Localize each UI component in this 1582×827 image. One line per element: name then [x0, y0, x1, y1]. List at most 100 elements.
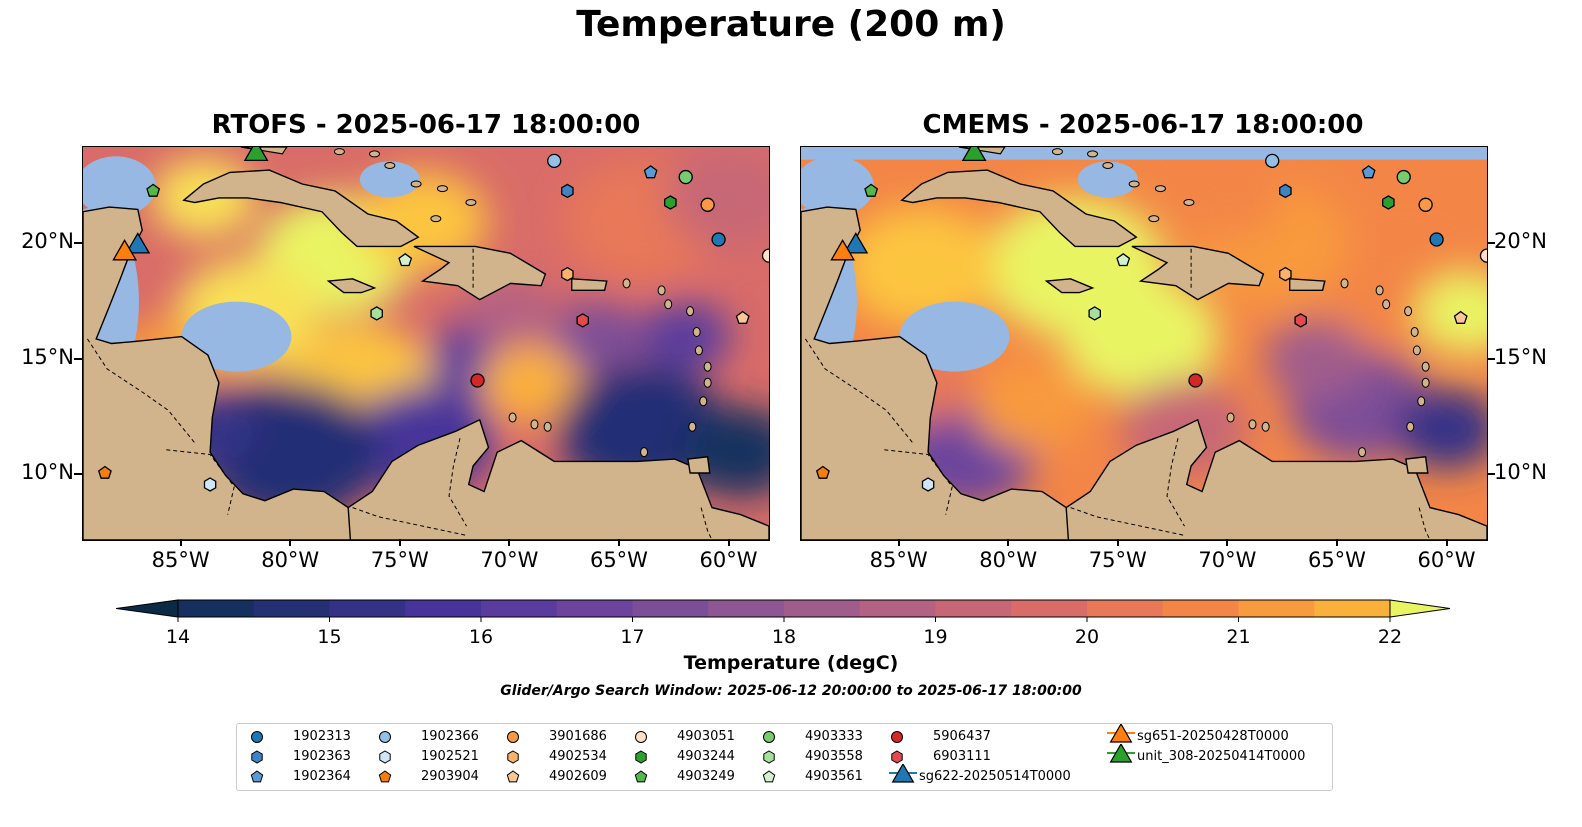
rtofs-map-panel[interactable]	[82, 146, 770, 541]
colorbar-min-extension	[116, 599, 179, 618]
legend-item-label: 4903244	[677, 749, 735, 764]
trinidad-landmass	[687, 456, 711, 474]
puerto-rico-landmass	[1289, 278, 1326, 292]
latitude-tick-mark	[1487, 242, 1495, 245]
legend-item-label: 1902364	[293, 769, 351, 784]
legend-item-label: 6903111	[933, 749, 991, 764]
cuba-landmass	[182, 169, 420, 248]
hexagon-marker-icon	[251, 750, 263, 764]
colorbar-segment	[178, 600, 255, 617]
pentagon-marker-icon	[250, 770, 264, 783]
hispaniola-landmass	[413, 245, 547, 301]
argo-marker-4903561	[398, 252, 413, 267]
pentagon-marker-icon	[762, 770, 776, 783]
colorbar-segment	[859, 600, 936, 617]
hexagon-marker-icon	[379, 750, 391, 764]
cmems-map-panel[interactable]	[800, 146, 1488, 541]
argo-marker-5906437	[1188, 373, 1203, 388]
longitude-tick-label: 75°W	[1088, 548, 1147, 572]
legend-item-label: 3901686	[549, 729, 607, 744]
colorbar-segment	[1314, 600, 1391, 617]
colorbar-segment	[1238, 600, 1315, 617]
argo-marker-1902363	[561, 183, 574, 199]
argo-marker-6903111	[576, 313, 589, 328]
bahamas-islands	[1051, 148, 1195, 223]
hexagon-marker-icon	[891, 750, 903, 764]
triangle-marker-icon	[1107, 744, 1135, 763]
bahamas-islands	[333, 148, 477, 223]
longitude-tick-label: 85°W	[869, 548, 928, 572]
hexagon-marker-icon	[763, 750, 775, 764]
argo-marker-1902313	[1429, 232, 1444, 247]
argo-marker-4903333	[1396, 169, 1411, 185]
country-borders	[86, 248, 713, 540]
colorbar-tick-label: 22	[1378, 626, 1402, 648]
legend-item-label: unit_308-20250414T0000	[1137, 749, 1306, 764]
country-borders	[804, 248, 1431, 540]
circle-marker-icon	[763, 731, 775, 743]
temperature-colorbar: 14 15 16 17 18 19 20 21 22	[116, 599, 1451, 648]
colorbar-segment	[784, 600, 861, 617]
argo-marker-4903561	[1116, 252, 1131, 267]
legend-item-label: 5906437	[933, 729, 991, 744]
latitude-tick-label: 10°N	[1494, 460, 1547, 485]
triangle-marker-icon	[1107, 724, 1135, 743]
argo-marker-5906437	[470, 373, 485, 388]
longitude-tick-label: 65°W	[1307, 548, 1366, 572]
longitude-tick-mark	[289, 539, 292, 546]
south-america-landmass	[347, 418, 769, 540]
circle-marker-icon	[379, 731, 391, 743]
glider-marker-sg622-20250514T0000	[843, 232, 869, 254]
glider-marker-unit_308-20250414T0000	[243, 147, 269, 162]
legend-item-label: 2903904	[421, 769, 479, 784]
longitude-tick-mark	[1226, 539, 1229, 546]
pentagon-marker-icon	[634, 770, 648, 783]
longitude-tick-mark	[508, 539, 511, 546]
longitude-tick-label: 75°W	[370, 548, 429, 572]
colorbar-segment	[253, 600, 330, 617]
legend-item-label: 4903051	[677, 729, 735, 744]
colorbar-label: Temperature (degC)	[683, 652, 899, 674]
longitude-tick-label: 60°W	[699, 548, 758, 572]
glider-marker-sg651-20250428T0000	[830, 238, 856, 261]
hexagon-marker-icon	[635, 750, 647, 764]
latitude-tick-mark	[74, 242, 82, 245]
legend-item-label: 1902363	[293, 749, 351, 764]
argo-marker-4902534	[1279, 266, 1292, 282]
pentagon-marker-icon	[506, 770, 520, 783]
search-window-note: Glider/Argo Search Window: 2025-06-12 20…	[500, 683, 1082, 699]
cmems-domain-boundary-band	[801, 147, 1487, 160]
argo-marker-1902313	[711, 232, 726, 247]
colorbar-segment	[1162, 600, 1239, 617]
circle-marker-icon	[251, 731, 263, 743]
argo-marker-4902534	[561, 266, 574, 282]
longitude-tick-mark	[1445, 539, 1448, 546]
lesser-antilles	[508, 278, 712, 458]
latitude-tick-label: 20°N	[1494, 229, 1547, 254]
land-masses	[801, 169, 1487, 540]
trinidad-landmass	[1405, 456, 1429, 474]
colorbar-tick-label: 17	[620, 626, 644, 648]
longitude-tick-label: 60°W	[1417, 548, 1476, 572]
colorbar-segment	[405, 600, 482, 617]
circle-marker-icon	[507, 731, 519, 743]
circle-marker-icon	[891, 731, 903, 743]
lesser-antilles	[1226, 278, 1430, 458]
argo-marker-6903111	[1294, 313, 1307, 328]
argo-marker-4903558	[370, 306, 383, 321]
argo-marker-4903249	[864, 183, 879, 197]
longitude-tick-mark	[617, 539, 620, 546]
longitude-tick-label: 70°W	[1198, 548, 1257, 572]
longitude-tick-mark	[727, 539, 730, 546]
cmems-map-svg	[801, 147, 1487, 540]
legend-item-label: 1902521	[421, 749, 479, 764]
argo-marker-4903051	[1479, 248, 1487, 263]
colorbar-tick-label: 21	[1226, 626, 1250, 648]
longitude-tick-label: 85°W	[151, 548, 210, 572]
legend-item-label: 4903558	[805, 749, 863, 764]
figure-title: Temperature (200 m)	[576, 4, 1006, 45]
rtofs-panel-title: RTOFS - 2025-06-17 18:00:00	[211, 110, 641, 140]
latitude-tick-mark	[74, 357, 82, 360]
argo-marker-4903249	[146, 183, 161, 197]
argo-marker-1902366	[547, 153, 562, 169]
